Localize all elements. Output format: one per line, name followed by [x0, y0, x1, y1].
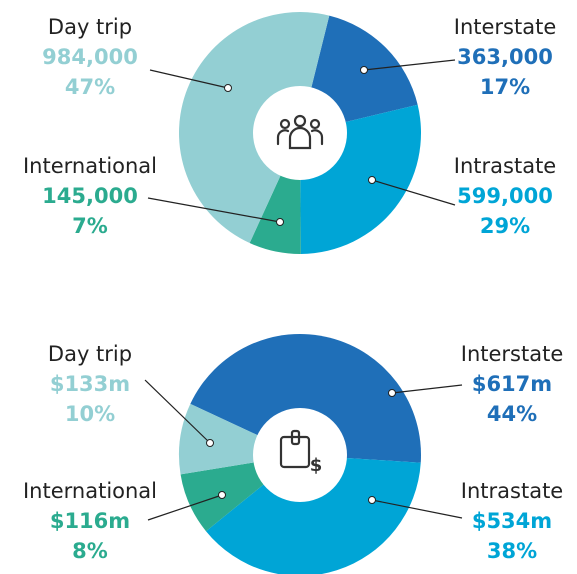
value-label: $116m: [50, 509, 130, 533]
leader-dot: [218, 491, 226, 499]
category-label: Day trip: [48, 15, 132, 39]
category-label: International: [23, 154, 157, 178]
category-label: International: [23, 479, 157, 503]
leader-line: [149, 69, 229, 89]
value-label: 363,000: [457, 45, 553, 69]
share-label: 44%: [487, 402, 537, 426]
share-label: 10%: [65, 402, 115, 426]
value-label: $534m: [472, 509, 552, 533]
leader-dot: [368, 496, 376, 504]
category-label: Interstate: [454, 15, 557, 39]
people-icon: [276, 114, 324, 150]
leader-line: [147, 494, 223, 521]
donut-hole: [253, 86, 347, 180]
category-label: Intrastate: [454, 154, 556, 178]
value-label: 984,000: [42, 45, 138, 69]
leader-dot: [224, 84, 232, 92]
share-label: 17%: [480, 75, 530, 99]
spend-icon: $: [279, 429, 323, 476]
leader-dot: [368, 176, 376, 184]
svg-text:$: $: [310, 455, 323, 476]
value-label: $617m: [472, 372, 552, 396]
category-label: Interstate: [461, 342, 564, 366]
share-label: 38%: [487, 539, 537, 563]
leader-line: [371, 179, 456, 206]
share-label: 47%: [65, 75, 115, 99]
donut-hole: [253, 408, 347, 502]
marks: [179, 12, 421, 574]
value-label: 145,000: [42, 184, 138, 208]
value-label: $133m: [50, 372, 130, 396]
category-label: Intrastate: [461, 479, 563, 503]
leader-dot: [360, 66, 368, 74]
leader-line: [144, 379, 211, 444]
leader-line: [363, 59, 456, 71]
slice: [190, 334, 421, 463]
leader-dot: [206, 439, 214, 447]
share-label: 29%: [480, 214, 530, 238]
slice: [206, 455, 421, 574]
category-label: Day trip: [48, 342, 132, 366]
share-label: 8%: [72, 539, 108, 563]
share-label: 7%: [72, 214, 108, 238]
leader-dot: [388, 389, 396, 397]
leader-line: [391, 384, 463, 394]
leader-line: [371, 499, 463, 519]
value-label: 599,000: [457, 184, 553, 208]
labels: Interstate 363,000 17% Intrastate 599,000 29%…: [23, 15, 563, 563]
leader-line: [147, 197, 281, 223]
leader-dot: [276, 218, 284, 226]
